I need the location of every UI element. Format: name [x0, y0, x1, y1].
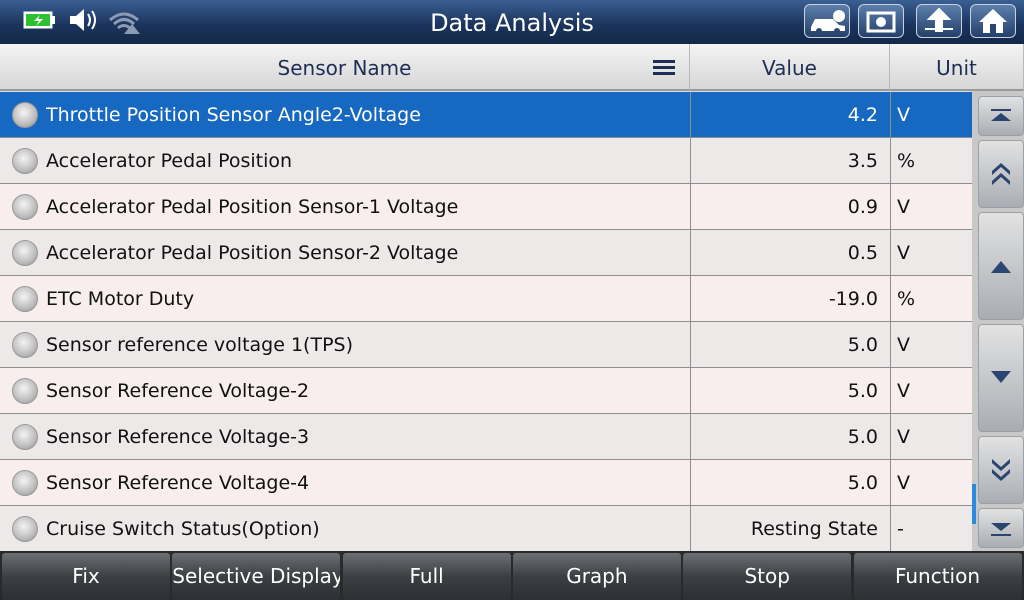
- arrow-icon: [991, 523, 1011, 536]
- sensor-unit: V: [890, 92, 972, 137]
- camera-icon: [866, 11, 896, 33]
- column-header-label: Value: [762, 56, 817, 80]
- sensor-unit: -: [890, 506, 972, 551]
- sensor-unit: V: [890, 414, 972, 459]
- home-icon: [979, 9, 1007, 33]
- sensor-value: 5.0: [690, 460, 884, 505]
- toolbar-button[interactable]: Function: [853, 553, 1022, 600]
- sensor-name: Sensor Reference Voltage-3: [46, 426, 310, 448]
- vehicle-info-button[interactable]: [804, 4, 850, 38]
- row-radio[interactable]: [12, 470, 38, 496]
- arrow-icon: [991, 109, 1011, 121]
- sensor-name: ETC Motor Duty: [46, 288, 195, 310]
- sensor-value: 5.0: [690, 322, 884, 367]
- top-bar: Data Analysis: [0, 0, 1024, 44]
- sensor-unit: V: [890, 230, 972, 275]
- table-row[interactable]: Sensor Reference Voltage-3 5.0 V: [0, 414, 972, 460]
- toolbar-button[interactable]: Stop: [683, 553, 852, 600]
- table-row[interactable]: Throttle Position Sensor Angle2-Voltage 4…: [0, 92, 972, 138]
- column-header[interactable]: Sensor Name: [0, 44, 690, 91]
- sensor-value: 0.5: [690, 230, 884, 275]
- scroll-bottom-button[interactable]: [978, 508, 1024, 548]
- toolbar-button[interactable]: Fix: [2, 553, 170, 600]
- arrow-icon: [992, 163, 1010, 185]
- table-row[interactable]: Accelerator Pedal Position Sensor-1 Volt…: [0, 184, 972, 230]
- sensor-unit: V: [890, 184, 972, 229]
- sensor-name: Sensor reference voltage 1(TPS): [46, 334, 353, 356]
- row-radio[interactable]: [12, 240, 38, 266]
- sensor-name: Sensor Reference Voltage-2: [46, 380, 310, 402]
- sensor-value: 0.9: [690, 184, 884, 229]
- table-row[interactable]: Sensor reference voltage 1(TPS) 5.0 V: [0, 322, 972, 368]
- row-radio[interactable]: [12, 332, 38, 358]
- table-row[interactable]: ETC Motor Duty -19.0%: [0, 276, 972, 322]
- screen-title: Data Analysis: [430, 9, 594, 37]
- row-radio[interactable]: [12, 424, 38, 450]
- line-up-button[interactable]: [978, 212, 1024, 320]
- sensor-value: -19.0: [690, 276, 884, 321]
- back-icon: [925, 7, 953, 32]
- toolbar-button[interactable]: Selective Display: [172, 553, 341, 600]
- status-icons: [23, 9, 140, 34]
- scroll-thumb: [972, 484, 976, 524]
- row-radio[interactable]: [12, 286, 38, 312]
- sensor-value: Resting State: [690, 506, 884, 551]
- row-radio[interactable]: [12, 378, 38, 404]
- table-row[interactable]: Cruise Switch Status(Option) Resting Stat…: [0, 506, 972, 552]
- sensor-name: Accelerator Pedal Position Sensor-2 Volt…: [46, 242, 459, 264]
- sensor-name: Accelerator Pedal Position Sensor-1 Volt…: [46, 196, 459, 218]
- bottom-bar: [0, 551, 1024, 600]
- sensor-unit: %: [890, 138, 972, 183]
- row-radio[interactable]: [12, 194, 38, 220]
- column-header[interactable]: Value: [690, 44, 890, 91]
- sensor-name: Sensor Reference Voltage-4: [46, 472, 310, 494]
- back-button[interactable]: [916, 4, 962, 38]
- table-row[interactable]: Sensor Reference Voltage-4 5.0 V: [0, 460, 972, 506]
- toolbar-button[interactable]: Full: [342, 553, 511, 600]
- line-down-button[interactable]: [978, 324, 1024, 432]
- sensor-value: 5.0: [690, 368, 884, 413]
- table-row[interactable]: Accelerator Pedal Position 3.5%: [0, 138, 972, 184]
- sensor-value: 4.2: [690, 92, 884, 137]
- menu-icon[interactable]: [653, 58, 677, 78]
- arrow-icon: [991, 371, 1011, 383]
- arrow-icon: [991, 261, 1011, 273]
- sensor-name: Accelerator Pedal Position: [46, 150, 293, 172]
- car-icon: [811, 10, 845, 34]
- sensor-unit: V: [890, 368, 972, 413]
- row-radio[interactable]: [12, 148, 38, 174]
- row-radio[interactable]: [12, 516, 38, 542]
- column-header-label: Sensor Name: [277, 56, 412, 80]
- row-radio[interactable]: [12, 102, 38, 128]
- column-header[interactable]: Unit: [890, 44, 1024, 91]
- table-row[interactable]: Sensor Reference Voltage-2 5.0 V: [0, 368, 972, 414]
- sensor-unit: V: [890, 460, 972, 505]
- sensor-value: 5.0: [690, 414, 884, 459]
- screenshot-button[interactable]: [858, 4, 904, 38]
- sensor-unit: V: [890, 322, 972, 367]
- page-up-button[interactable]: [978, 140, 1024, 208]
- page-down-button[interactable]: [978, 436, 1024, 504]
- sensor-unit: %: [890, 276, 972, 321]
- home-button[interactable]: [970, 4, 1016, 38]
- arrow-icon: [992, 459, 1010, 481]
- scroll-top-button[interactable]: [978, 96, 1024, 136]
- sensor-value: 3.5: [690, 138, 884, 183]
- sensor-name: Throttle Position Sensor Angle2-Voltage: [46, 104, 421, 126]
- column-header-label: Unit: [936, 56, 977, 80]
- table-row[interactable]: Accelerator Pedal Position Sensor-2 Volt…: [0, 230, 972, 276]
- toolbar-button[interactable]: Graph: [512, 553, 681, 600]
- sensor-name: Cruise Switch Status(Option): [46, 518, 320, 540]
